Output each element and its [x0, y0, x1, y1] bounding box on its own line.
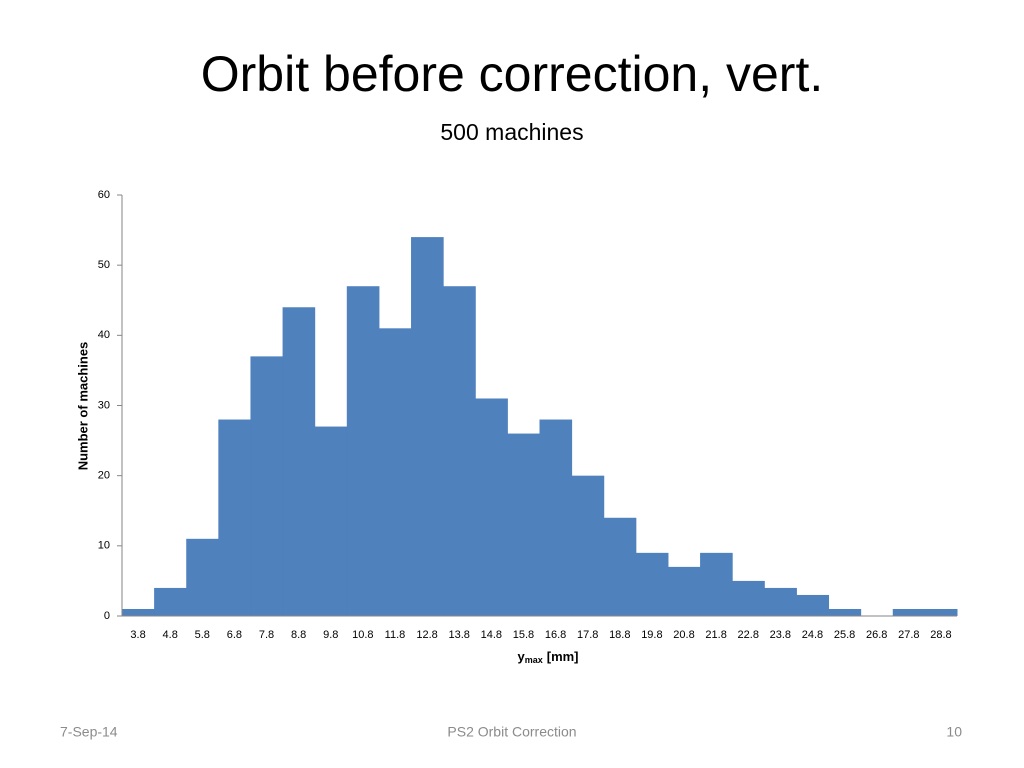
bar	[411, 237, 444, 616]
bar	[539, 419, 573, 616]
x-tick-label: 10.8	[352, 629, 373, 641]
x-tick-label: 26.8	[866, 629, 887, 641]
x-tick-label: 17.8	[577, 629, 598, 641]
y-tick-label: 60	[98, 189, 110, 201]
bar	[700, 552, 733, 616]
x-tick-label: 28.8	[930, 629, 951, 641]
chart-title: Orbit before correction, vert.	[201, 46, 823, 102]
x-label-sub: max	[525, 655, 543, 665]
x-tick-label: 24.8	[802, 629, 823, 641]
bar	[507, 433, 540, 616]
bar	[378, 328, 412, 616]
bar	[667, 566, 701, 616]
x-tick-label: 21.8	[705, 629, 726, 641]
x-tick-label: 19.8	[641, 629, 662, 641]
x-tick-label: 14.8	[481, 629, 502, 641]
bar	[218, 419, 251, 616]
x-tick-label: 12.8	[416, 629, 437, 641]
bar	[924, 608, 958, 616]
bar	[635, 552, 669, 616]
x-tick-label: 4.8	[163, 629, 178, 641]
bar	[443, 286, 476, 616]
bar	[571, 475, 605, 616]
x-tick-label: 18.8	[609, 629, 630, 641]
bar	[250, 356, 284, 616]
x-tick-label: 11.8	[385, 629, 406, 641]
x-label-unit: [mm]	[547, 649, 579, 664]
x-tick-label: 6.8	[227, 629, 242, 641]
x-tick-label: 20.8	[673, 629, 694, 641]
y-tick-label: 10	[98, 540, 110, 552]
y-tick-label: 50	[98, 259, 110, 271]
bar	[282, 307, 316, 616]
x-tick-label: 15.8	[513, 629, 534, 641]
bar	[764, 587, 797, 616]
y-tick-label: 30	[98, 399, 110, 411]
bar	[314, 426, 348, 616]
bar	[154, 587, 187, 616]
bar	[732, 580, 765, 616]
footer-date: 7-Sep-14	[60, 724, 118, 740]
bar	[186, 538, 219, 616]
x-tick-label: 27.8	[898, 629, 919, 641]
x-tick-label: 7.8	[259, 629, 274, 641]
bar	[346, 286, 380, 616]
chart-subtitle: 500 machines	[440, 119, 583, 145]
bar	[122, 608, 155, 616]
bar	[475, 398, 508, 616]
y-tick-label: 20	[98, 470, 110, 482]
x-axis-label: ymax [mm]	[517, 649, 578, 665]
bar	[603, 517, 637, 616]
y-axis-label: Number of machines	[75, 342, 90, 471]
bar	[828, 608, 862, 616]
x-tick-label: 25.8	[834, 629, 855, 641]
x-tick-label: 8.8	[291, 629, 306, 641]
footer-page: 10	[946, 724, 962, 740]
bar	[796, 594, 830, 616]
x-tick-label: 3.8	[130, 629, 145, 641]
footer-center: PS2 Orbit Correction	[447, 724, 576, 740]
x-tick-label: 16.8	[545, 629, 566, 641]
y-tick-label: 40	[98, 329, 110, 341]
x-tick-label: 9.8	[323, 629, 338, 641]
x-tick-label: 13.8	[449, 629, 470, 641]
x-tick-label: 5.8	[195, 629, 210, 641]
x-tick-label: 23.8	[770, 629, 791, 641]
y-tick-label: 0	[104, 610, 110, 622]
x-label-main: y	[517, 649, 525, 664]
bar	[892, 608, 926, 616]
x-tick-label: 22.8	[738, 629, 759, 641]
